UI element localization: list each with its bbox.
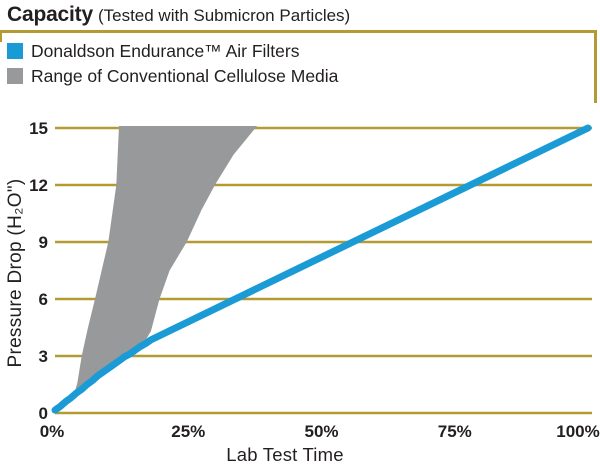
y-tick-label: 6: [39, 290, 48, 309]
x-tick-label: 0%: [40, 422, 65, 441]
y-tick-label: 0: [39, 404, 48, 423]
legend-swatch-gray: [7, 68, 23, 84]
legend-box-right-border: [594, 30, 597, 103]
y-axis-title: Pressure Drop (H₂O"): [5, 178, 26, 368]
chart-title: Capacity (Tested with Submicron Particles…: [7, 3, 350, 27]
legend-label-endurance: Donaldson Endurance™ Air Filters: [31, 40, 300, 61]
chart-title-subtitle: (Tested with Submicron Particles): [97, 6, 351, 25]
range-band: [73, 126, 257, 396]
legend: Donaldson Endurance™ Air Filters Range o…: [7, 42, 338, 92]
x-tick-label: 100%: [556, 422, 599, 441]
legend-swatch-blue: [7, 43, 23, 59]
y-tick-label: 3: [39, 347, 48, 366]
legend-box-left-border: [0, 30, 2, 42]
x-tick-label: 25%: [171, 422, 205, 441]
line-series: [51, 124, 592, 414]
band-series: [73, 126, 257, 396]
legend-item-cellulose: Range of Conventional Cellulose Media: [7, 67, 338, 85]
y-tick-labels: 15 12 9 6 3 0: [29, 119, 48, 423]
x-tick-label: 50%: [304, 422, 338, 441]
x-tick-label: 75%: [438, 422, 472, 441]
legend-label-cellulose: Range of Conventional Cellulose Media: [31, 65, 339, 86]
x-axis-title: Lab Test Time: [226, 444, 344, 465]
title-rule: [2, 30, 597, 33]
y-tick-label: 15: [29, 119, 48, 138]
endurance-line: [51, 124, 592, 414]
y-tick-label: 9: [39, 233, 48, 252]
chart-title-main: Capacity: [7, 3, 93, 26]
legend-item-endurance: Donaldson Endurance™ Air Filters: [7, 42, 338, 60]
y-tick-label: 12: [29, 176, 48, 195]
x-tick-labels: 0% 25% 50% 75% 100%: [40, 422, 600, 441]
